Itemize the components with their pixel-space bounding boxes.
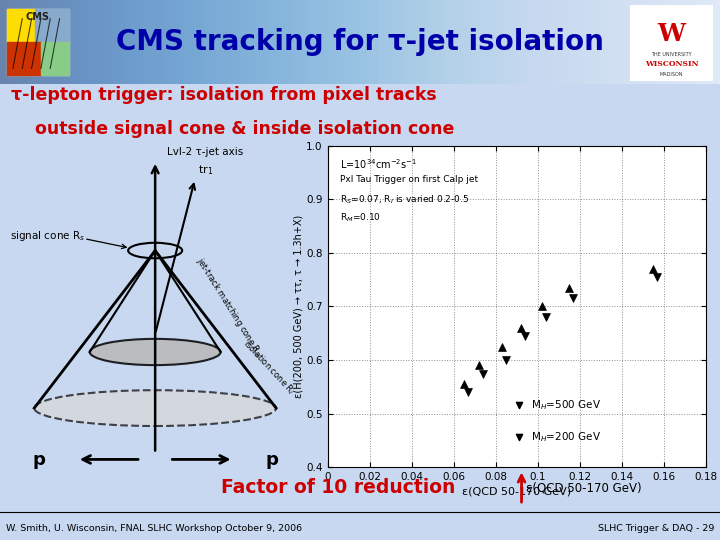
Text: Lvl-2 τ-jet axis: Lvl-2 τ-jet axis [166, 147, 243, 157]
Text: CMS: CMS [26, 12, 50, 22]
Bar [35, 9, 69, 42]
Text: p: p [266, 451, 278, 469]
Text: SLHC Trigger & DAQ - 29: SLHC Trigger & DAQ - 29 [598, 524, 714, 532]
Text: L=10$^{34}$cm$^{-2}$s$^{-1}$: L=10$^{34}$cm$^{-2}$s$^{-1}$ [341, 158, 417, 171]
Text: ε(QCD 50-170 GeV): ε(QCD 50-170 GeV) [526, 482, 642, 495]
Text: τ-lepton trigger: isolation from pixel tracks: τ-lepton trigger: isolation from pixel t… [11, 86, 436, 104]
Text: jet-track matching cone R$_m$: jet-track matching cone R$_m$ [193, 255, 266, 361]
Text: signal cone R$_s$: signal cone R$_s$ [10, 228, 85, 242]
Point [563, 284, 575, 292]
Text: WISCONSIN: WISCONSIN [644, 60, 698, 69]
Text: M$_H$=500 GeV: M$_H$=500 GeV [531, 398, 601, 412]
Point [473, 361, 485, 370]
Point [536, 302, 547, 311]
Ellipse shape [90, 339, 220, 365]
Point [513, 433, 524, 441]
Bar [6, 42, 41, 75]
Point [515, 323, 526, 332]
Text: Factor of 10 reduction: Factor of 10 reduction [221, 478, 455, 497]
Point [500, 356, 512, 364]
Text: R$_{S}$=0.07, R$_{I}$ is varied 0.2-0.5: R$_{S}$=0.07, R$_{I}$ is varied 0.2-0.5 [341, 194, 469, 206]
Text: R$_{M}$=0.10: R$_{M}$=0.10 [341, 212, 381, 224]
Y-axis label: ε(H(200, 500 GeV) → ττ, τ → 1.3h+X): ε(H(200, 500 GeV) → ττ, τ → 1.3h+X) [294, 215, 303, 398]
Point [513, 401, 524, 409]
Bar [41, 42, 69, 75]
Text: isolation cone R$_I$: isolation cone R$_I$ [240, 338, 297, 397]
Point [652, 273, 663, 281]
Text: W. Smith, U. Wisconsin, FNAL SLHC Workshop October 9, 2006: W. Smith, U. Wisconsin, FNAL SLHC Worksh… [6, 524, 302, 532]
Text: MADISON: MADISON [660, 72, 683, 77]
Text: CMS tracking for τ-jet isolation: CMS tracking for τ-jet isolation [116, 28, 604, 56]
Ellipse shape [35, 390, 276, 426]
Point [647, 265, 659, 273]
Text: M$_H$=200 GeV: M$_H$=200 GeV [531, 430, 601, 444]
Point [496, 342, 508, 351]
Text: outside signal cone & inside isolation cone: outside signal cone & inside isolation c… [11, 120, 454, 138]
Point [459, 380, 470, 388]
Text: W: W [657, 22, 685, 46]
Text: Pxl Tau Trigger on first Calp jet: Pxl Tau Trigger on first Calp jet [341, 176, 478, 184]
Point [567, 294, 579, 303]
Point [477, 370, 489, 379]
Point [540, 313, 552, 321]
Text: tr$_1$: tr$_1$ [198, 163, 213, 177]
Bar [6, 9, 35, 42]
Point [462, 388, 474, 396]
Point [519, 332, 531, 340]
X-axis label: ε(QCD 50-170 GeV): ε(QCD 50-170 GeV) [462, 486, 571, 496]
Text: THE UNIVERSITY: THE UNIVERSITY [651, 52, 692, 57]
Text: p: p [32, 451, 45, 469]
